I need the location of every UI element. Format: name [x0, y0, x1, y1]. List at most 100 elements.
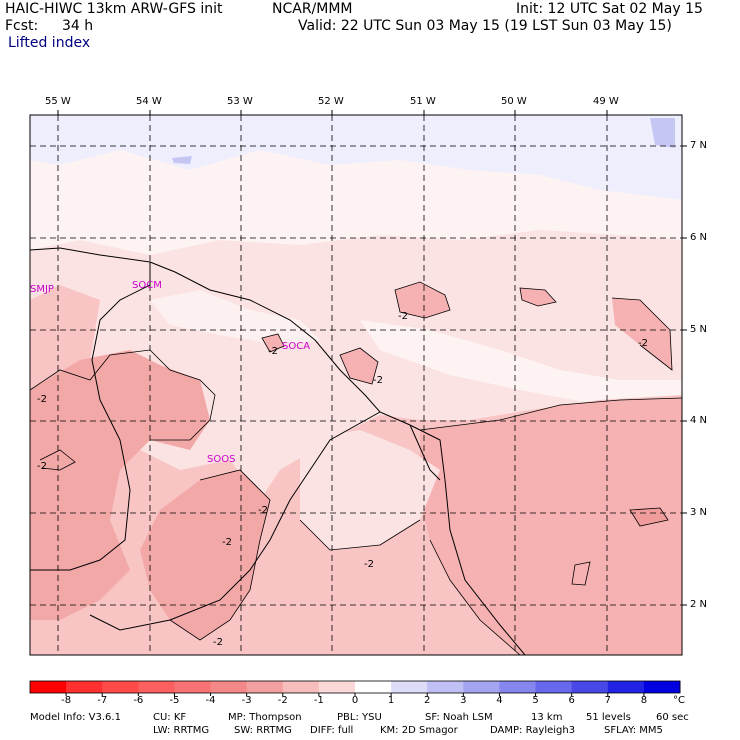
contour-label: -2 [398, 311, 408, 322]
colorbar-tick-label: 1 [387, 695, 395, 706]
footer-diff: DIFF: full [310, 725, 354, 736]
contour-label: -2 [222, 537, 232, 548]
field-patch [630, 508, 668, 526]
contour-label: -2 [213, 637, 223, 648]
colorbar-tick-label: 0 [351, 695, 359, 706]
colorbar-swatch [66, 681, 103, 693]
colorbar-swatch [246, 681, 284, 693]
footer-levels: 51 levels [586, 712, 631, 723]
colorbar-swatch [318, 681, 356, 693]
contour-label: -2 [364, 559, 374, 570]
graticule [30, 115, 682, 655]
colorbar-swatch [102, 681, 139, 693]
contour-line [394, 281, 451, 319]
colorbar-swatch [643, 681, 681, 693]
border-river [409, 424, 441, 481]
lon-label: 55 W [45, 96, 71, 107]
footer-mp: MP: Thompson [228, 712, 302, 723]
field-patch [340, 348, 378, 384]
footer-sf: SF: Noah LSM [425, 712, 493, 723]
lon-label: 50 W [501, 96, 527, 107]
field-lightblue-north [30, 115, 682, 200]
field-blue-patch [650, 118, 675, 148]
colorbar-swatch [30, 681, 67, 693]
footer-km: KM: 2D Smagor [380, 725, 458, 736]
colorbar-swatch [355, 681, 392, 693]
footer-timestep: 60 sec [656, 712, 689, 723]
station-soos: SOOS [207, 454, 235, 465]
contour-label: -2 [373, 375, 383, 386]
station-soca: SOCA [282, 341, 310, 352]
field-blue-patch [172, 156, 192, 164]
field-pink3 [140, 470, 270, 640]
lat-label: 3 N [690, 507, 708, 518]
contour-label: -2 [37, 461, 47, 472]
colorbar-swatch [427, 681, 464, 693]
colorbar-tick-label: 2 [424, 695, 431, 706]
init-time: Init: 12 UTC Sat 02 May 15 [516, 1, 703, 17]
li-contours [30, 281, 682, 655]
footer-sw: SW: RRTMG [234, 725, 292, 736]
forecast-label: Fcst: [5, 18, 39, 34]
station-labels: SMJP SOCM SOCA SOOS [30, 280, 310, 465]
contour-labels: -2 -2 -2 -2 -2 -2 -2 -2 -2 -2 [37, 311, 648, 648]
colorbar-tick-label: -3 [241, 695, 252, 706]
field-light-band [360, 320, 682, 410]
field-pink1-interior [300, 430, 440, 550]
colorbar-tick-label: 4 [496, 695, 503, 706]
colorbar-tick-label: 8 [640, 695, 648, 706]
footer-sflay: SFLAY: MM5 [604, 725, 663, 736]
frame-ticks [57, 110, 687, 606]
contour-line [571, 561, 591, 586]
colorbar-swatch [463, 681, 500, 693]
colorbar-tick-label: 3 [460, 695, 467, 706]
contour-label: -2 [268, 346, 278, 357]
field-pink3 [30, 350, 210, 620]
footer-cu: CU: KF [153, 712, 187, 723]
lat-label: 5 N [690, 324, 708, 335]
colorbar-tick-label: 6 [568, 695, 575, 706]
valid-time: Valid: 22 UTC Sun 03 May 15 (19 LST Sun … [298, 18, 672, 34]
colorbar-tick-label: -8 [61, 695, 72, 706]
contour-line [429, 539, 521, 655]
lat-label: 4 N [690, 415, 708, 426]
lat-label: 7 N [690, 140, 708, 151]
contour-label: -2 [258, 505, 268, 516]
colorbar-swatch [391, 681, 428, 693]
organization: NCAR/MMM [272, 1, 353, 17]
footer-model-info: Model Info: V3.6.1 [30, 712, 121, 723]
lon-label: 51 W [410, 96, 436, 107]
contour-line [30, 349, 216, 441]
contour-line [39, 449, 76, 471]
map-frame [29, 114, 683, 656]
model-title: HAIC-HIWC 13km ARW-GFS init [5, 1, 223, 17]
colorbar-swatch [174, 681, 212, 693]
contour-label: -2 [638, 338, 648, 349]
colorbar-tick-label: -4 [205, 695, 216, 706]
contour-line [629, 507, 669, 527]
field-light-band [150, 290, 320, 345]
colorbar-swatch [138, 681, 175, 693]
colorbar-swatch [607, 681, 645, 693]
footer-resolution: 13 km [531, 712, 563, 723]
contour-line [261, 333, 285, 353]
contour-line [519, 287, 557, 307]
station-smjp: SMJP [30, 284, 54, 295]
field-patch [395, 282, 450, 318]
field-patch [612, 298, 672, 370]
contour-line [169, 469, 271, 641]
contour-label: -2 [37, 394, 47, 405]
lat-label: 6 N [690, 232, 708, 243]
colorbar-swatch [535, 681, 573, 693]
footer-pbl: PBL: YSU [337, 712, 382, 723]
lon-label: 49 W [593, 96, 619, 107]
field-name: Lifted index [8, 35, 91, 51]
field-pink3 [420, 398, 682, 655]
colorbar-swatch [571, 681, 609, 693]
border-suriname [30, 262, 151, 571]
shaded-field [30, 115, 682, 655]
forecast-hour: 34 h [62, 18, 94, 34]
station-socm: SOCM [132, 280, 162, 291]
colorbar [29, 680, 681, 696]
